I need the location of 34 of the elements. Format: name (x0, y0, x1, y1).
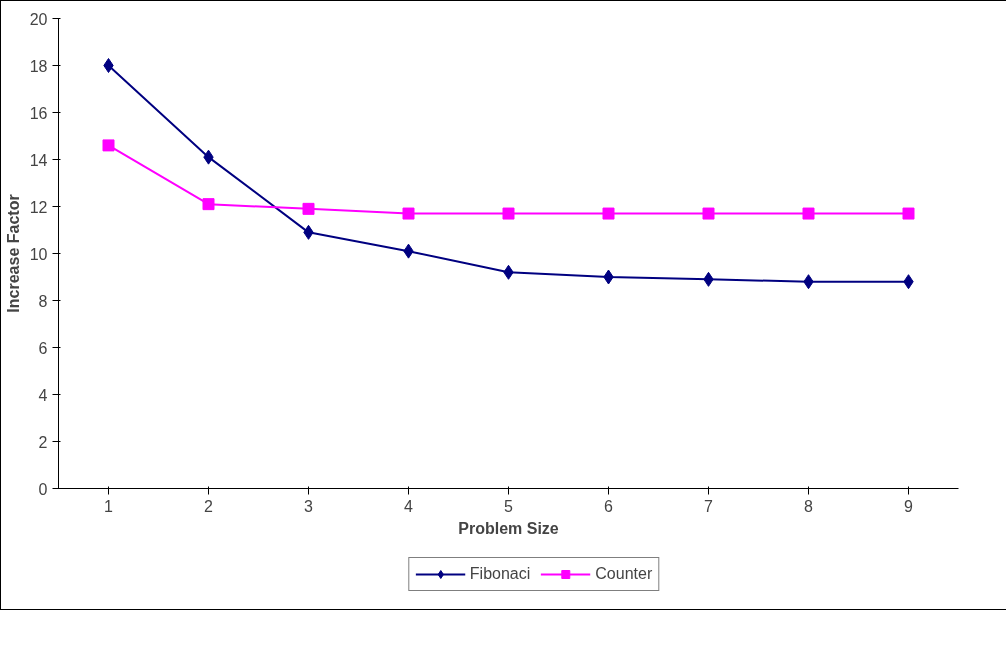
point (302, 202, 315, 215)
x-tick-label: 6 (604, 497, 614, 515)
y-tick-label: 8 (38, 292, 48, 310)
point (202, 198, 215, 211)
point (103, 58, 114, 73)
y-tick-label: 6 (38, 339, 48, 357)
x-tick-label: 9 (904, 497, 914, 515)
x-tick-label: 1 (104, 497, 114, 515)
y-tick-label: 2 (38, 433, 48, 451)
x-tick-label: 4 (404, 497, 414, 515)
y-tick-label: 0 (38, 480, 48, 498)
x-tick-label: 5 (504, 497, 514, 515)
x-axis-title: Problem Size (458, 519, 559, 537)
y-tick-label: 20 (29, 10, 48, 28)
y-axis-title: Increase Factor (4, 194, 22, 313)
y-tick-label: 10 (29, 245, 48, 263)
y-tick-label: 16 (29, 104, 48, 122)
legend-label: Fibonaci (469, 565, 531, 583)
point (802, 207, 815, 220)
point (502, 207, 515, 220)
point (102, 139, 115, 152)
point (602, 207, 615, 220)
y-tick-label: 12 (29, 198, 48, 216)
x-tick-label: 8 (804, 497, 814, 515)
point (902, 207, 915, 220)
x-tick-label: 2 (204, 497, 214, 515)
point (402, 207, 415, 220)
legend-label: Counter (595, 565, 653, 583)
x-tick-label: 7 (704, 497, 714, 515)
x-tick-label: 3 (304, 497, 314, 515)
point (702, 207, 715, 220)
y-tick-label: 18 (29, 57, 48, 75)
y-tick-label: 4 (38, 386, 48, 404)
y-tick-label: 14 (29, 151, 48, 169)
